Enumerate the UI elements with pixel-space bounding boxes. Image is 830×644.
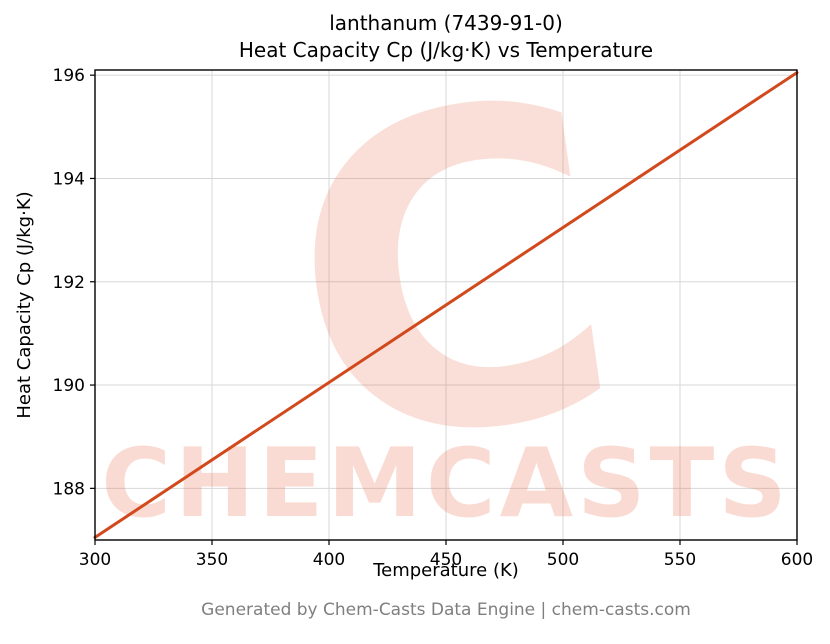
x-tick-label: 350 bbox=[196, 550, 228, 570]
x-tick-label: 600 bbox=[781, 550, 813, 570]
x-tick-label: 500 bbox=[547, 550, 579, 570]
y-tick-label: 194 bbox=[53, 169, 85, 189]
y-tick-label: 196 bbox=[53, 66, 85, 86]
footer-credit: Generated by Chem-Casts Data Engine | ch… bbox=[201, 600, 691, 620]
y-axis-label: Heat Capacity Cp (J/kg·K) bbox=[14, 191, 35, 419]
series-line bbox=[93, 71, 799, 539]
x-axis-label: Temperature (K) bbox=[373, 560, 519, 581]
x-tick-label: 550 bbox=[664, 550, 696, 570]
x-tick-label: 450 bbox=[430, 550, 462, 570]
chart-title-block: lanthanum (7439-91-0) Heat Capacity Cp (… bbox=[95, 10, 797, 64]
chart-title: lanthanum (7439-91-0) bbox=[329, 11, 563, 35]
y-tick-label: 188 bbox=[53, 479, 85, 499]
y-tick-label: 192 bbox=[53, 273, 85, 293]
x-tick-label: 400 bbox=[313, 550, 345, 570]
watermark-brand-text: CHEMCASTS bbox=[101, 429, 791, 539]
x-tick-label: 300 bbox=[79, 550, 111, 570]
chart-subtitle: Heat Capacity Cp (J/kg·K) vs Temperature bbox=[238, 38, 654, 62]
y-tick-label: 190 bbox=[53, 376, 85, 396]
watermark-logo-icon: C bbox=[262, 7, 644, 546]
